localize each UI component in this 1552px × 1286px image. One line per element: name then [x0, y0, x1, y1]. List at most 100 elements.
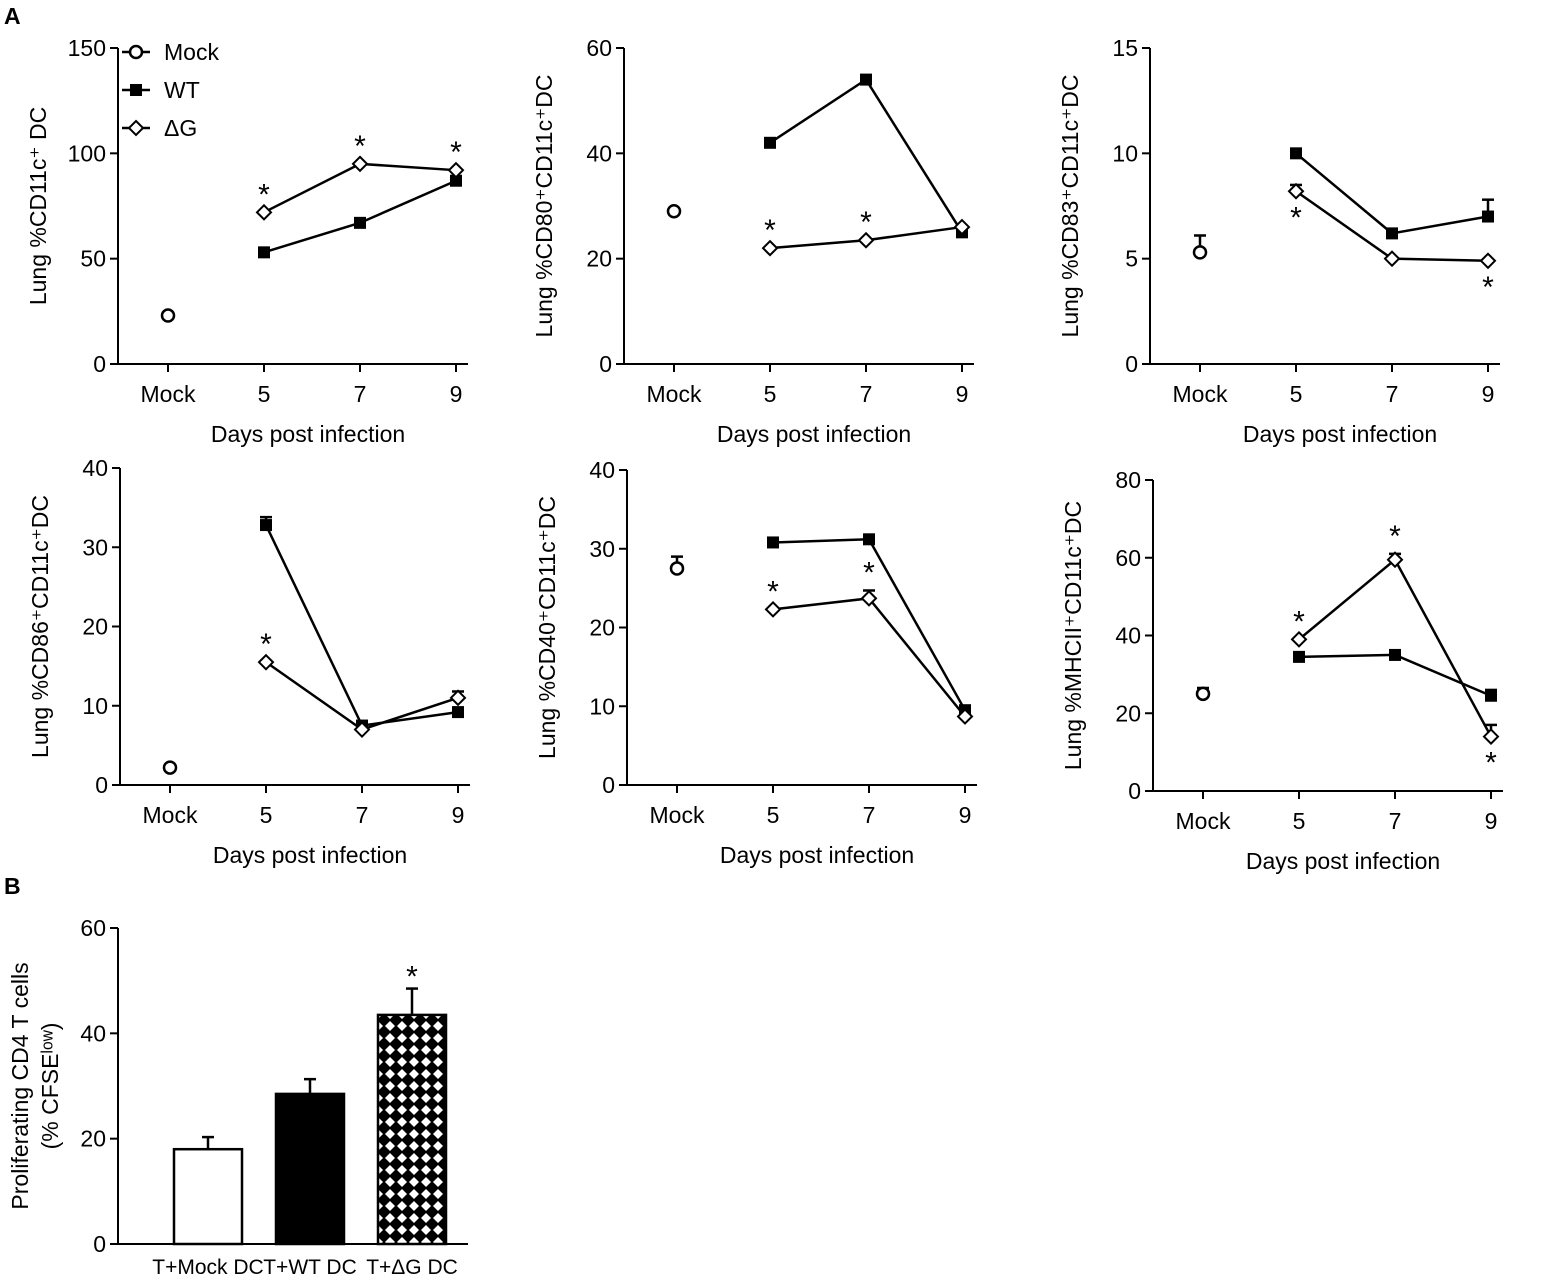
marker	[257, 653, 275, 671]
marker	[127, 119, 145, 137]
marker	[447, 161, 465, 179]
bar	[172, 1147, 244, 1246]
legend-label: ΔG	[164, 115, 197, 141]
marker	[863, 533, 875, 546]
series-line	[1298, 653, 1492, 697]
y-tick-label: 0	[599, 351, 612, 377]
x-axis-label: Days post infection	[717, 421, 911, 447]
significance: *	[406, 961, 418, 994]
x-tick-label: T+WT DC	[263, 1256, 357, 1279]
marker	[1482, 210, 1494, 223]
marker	[1386, 551, 1404, 569]
significance: *	[1293, 605, 1305, 638]
y-tick-label: 150	[68, 35, 106, 61]
x-tick-label: T+Mock DC	[152, 1256, 263, 1279]
x-tick-label: 9	[959, 802, 972, 828]
marker	[260, 519, 272, 532]
y-tick-label: 40	[586, 140, 612, 166]
y-tick-label: 30	[589, 536, 615, 562]
y-tick-label: 20	[589, 615, 615, 641]
x-tick-label: 9	[1482, 381, 1495, 407]
y-tick-label: 5	[1125, 246, 1138, 272]
x-tick-label: 7	[1389, 808, 1402, 834]
x-tick-label: 5	[764, 381, 777, 407]
marker	[162, 760, 178, 775]
y-tick-label: 0	[1125, 351, 1138, 377]
significance: *	[260, 628, 272, 661]
x-axis-label: Days post infection	[211, 421, 405, 447]
y-tick-label: 20	[1115, 700, 1141, 726]
significance: *	[1485, 747, 1497, 780]
marker	[764, 136, 776, 149]
y-tick-label: 60	[80, 915, 106, 941]
y-axis-label: Lung %CD83⁺CD11c⁺DC	[1057, 75, 1083, 338]
y-tick-label: 40	[589, 457, 615, 483]
y-axis-label: Lung %CD11c⁺ DC	[25, 107, 51, 305]
y-tick-label: 40	[80, 1020, 106, 1046]
series-line	[263, 179, 457, 254]
marker	[1383, 250, 1401, 268]
significance: *	[860, 206, 872, 239]
marker	[1287, 182, 1305, 200]
significance: *	[863, 556, 875, 589]
x-tick-label: 9	[956, 381, 969, 407]
marker	[860, 73, 872, 86]
x-tick-label: Mock	[1176, 808, 1231, 834]
marker	[449, 689, 467, 707]
x-tick-label: 5	[1293, 808, 1306, 834]
y-tick-label: 30	[82, 534, 108, 560]
y-axis-label: (% CFSEˡᵒʷ)	[37, 1023, 63, 1150]
significance: *	[764, 214, 776, 247]
y-tick-label: 0	[93, 351, 106, 377]
y-axis-label: Proliferating CD4 T cells	[7, 962, 33, 1209]
legend-label: Mock	[164, 39, 219, 65]
x-tick-label: Mock	[141, 381, 196, 407]
y-tick-label: 40	[82, 455, 108, 481]
panel-label: A	[4, 3, 21, 29]
series-line	[1298, 557, 1493, 738]
marker	[1293, 650, 1305, 663]
x-axis-label: Days post infection	[213, 842, 407, 868]
y-tick-label: 15	[1112, 35, 1138, 61]
marker	[128, 44, 144, 60]
y-tick-label: 0	[95, 772, 108, 798]
y-axis-label: Lung %CD80⁺CD11c⁺DC	[531, 75, 557, 338]
marker	[1389, 648, 1401, 661]
x-axis-label: Days post infection	[720, 842, 914, 868]
x-tick-label: 7	[356, 802, 369, 828]
y-axis-label: Lung %MHCII⁺CD11c⁺DC	[1060, 501, 1086, 770]
y-tick-label: 40	[1115, 623, 1141, 649]
significance: *	[450, 136, 462, 169]
marker	[956, 708, 974, 725]
y-tick-label: 10	[82, 693, 108, 719]
y-tick-label: 60	[1115, 545, 1141, 571]
x-tick-label: 9	[450, 381, 463, 407]
x-tick-label: 7	[1386, 381, 1399, 407]
x-axis-label: Days post infection	[1246, 848, 1440, 874]
significance: *	[767, 575, 779, 608]
marker	[857, 231, 875, 249]
marker	[860, 589, 878, 607]
marker	[1482, 728, 1500, 745]
y-tick-label: 60	[586, 35, 612, 61]
marker	[767, 536, 779, 549]
marker	[353, 721, 371, 738]
legend-label: WT	[164, 77, 200, 103]
series-line	[264, 524, 459, 727]
x-tick-label: 5	[260, 802, 273, 828]
marker	[258, 246, 270, 259]
series-line	[265, 661, 459, 731]
y-tick-label: 100	[68, 140, 106, 166]
x-tick-label: 7	[354, 381, 367, 407]
panel-label: B	[4, 873, 21, 899]
y-axis-label: Lung %CD86⁺CD11c⁺DC	[27, 495, 53, 758]
marker	[1386, 227, 1398, 240]
marker	[255, 203, 273, 221]
marker	[761, 239, 779, 257]
significance: *	[258, 178, 270, 211]
significance: *	[1482, 271, 1494, 304]
x-tick-label: T+ΔG DC	[366, 1256, 458, 1279]
marker	[450, 174, 462, 187]
y-tick-label: 20	[80, 1126, 106, 1152]
